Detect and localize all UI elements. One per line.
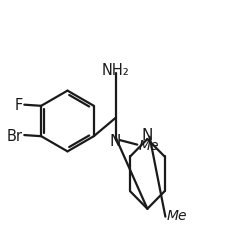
Text: NH₂: NH₂: [102, 62, 130, 77]
Text: Me: Me: [167, 208, 187, 222]
Text: Br: Br: [7, 128, 22, 143]
Text: N: N: [109, 133, 120, 148]
Text: N: N: [142, 128, 153, 142]
Text: F: F: [14, 98, 22, 113]
Text: Me: Me: [139, 138, 160, 152]
